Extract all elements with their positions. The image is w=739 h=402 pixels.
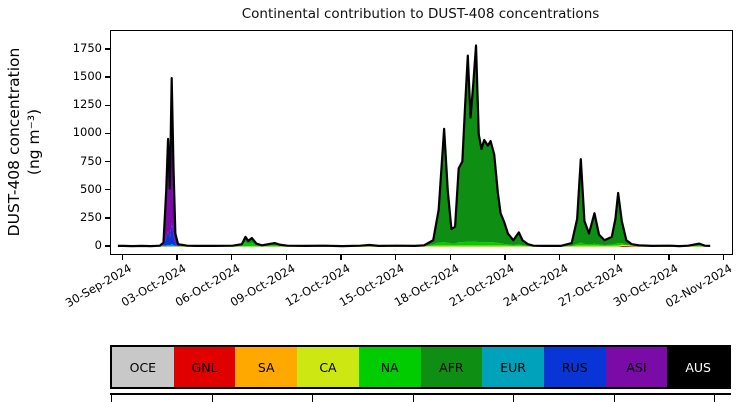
y-tick-label: 1250 <box>72 97 102 112</box>
x-tick <box>176 254 178 260</box>
y-tick <box>105 160 110 163</box>
continent-legend: OCE GNL SA CA NA AFR EUR RUS ASI AUS <box>110 345 731 389</box>
legend-item-aus: AUS <box>667 347 730 387</box>
y-tick <box>105 132 110 135</box>
y-tick <box>105 217 110 219</box>
y-axis-label: DUST-408 concentration (ng m⁻³) <box>4 0 46 287</box>
legend-item-oce: OCE <box>112 347 174 387</box>
legend-item-rus: RUS <box>543 347 606 387</box>
legend-label-asi: ASI <box>626 359 647 375</box>
legend-axis-tick <box>513 394 515 402</box>
y-tick <box>105 76 110 78</box>
legend-axis-tick <box>111 394 113 402</box>
legend-item-na: NA <box>358 347 421 387</box>
x-tick <box>668 254 670 260</box>
legend-item-sa: SA <box>235 347 298 387</box>
legend-item-gnl: GNL <box>173 347 236 387</box>
x-tick <box>449 254 452 260</box>
y-axis-label-line1: DUST-408 concentration <box>5 47 23 237</box>
legend-label-aus: AUS <box>685 359 711 375</box>
legend-axis-tick <box>714 394 716 402</box>
legend-label-oce: OCE <box>129 359 157 375</box>
y-tick-label: 1750 <box>72 41 102 56</box>
y-tick-label: 750 <box>80 153 102 168</box>
x-tick <box>723 254 725 260</box>
legend-label-na: NA <box>380 359 399 375</box>
x-tick <box>504 254 506 260</box>
x-tick <box>231 254 233 260</box>
total-outline <box>117 44 711 248</box>
y-tick <box>105 189 110 191</box>
legend-label-gnl: GNL <box>191 359 218 375</box>
stacked-area-plot <box>117 44 711 248</box>
y-tick <box>105 104 110 106</box>
y-tick <box>105 48 110 50</box>
y-tick-label: 500 <box>80 181 102 196</box>
legend-axis-tick <box>412 394 414 402</box>
legend-axis-tick <box>211 394 213 402</box>
x-tick <box>613 254 616 260</box>
legend-item-asi: ASI <box>605 347 668 387</box>
legend-axis-line <box>110 393 731 395</box>
legend-item-eur: EUR <box>482 347 544 387</box>
x-tick <box>340 254 342 260</box>
legend-item-afr: AFR <box>420 347 483 387</box>
x-tick <box>285 254 288 260</box>
x-tick <box>121 254 124 260</box>
legend-item-ca: CA <box>297 347 359 387</box>
legend-label-ca: CA <box>319 359 337 375</box>
y-tick <box>105 245 110 247</box>
legend-label-rus: RUS <box>561 359 588 375</box>
x-tick <box>559 254 561 260</box>
chart-title: Continental contribution to DUST-408 con… <box>241 6 600 22</box>
legend-axis-tick <box>613 394 615 402</box>
x-tick <box>395 254 397 260</box>
y-tick-label: 1000 <box>72 125 102 140</box>
legend-label-eur: EUR <box>500 359 526 375</box>
y-axis-label-line2: (ng m⁻³) <box>25 108 43 176</box>
legend-axis-tick <box>312 394 314 402</box>
y-tick-label: 0 <box>94 238 102 253</box>
legend-label-afr: AFR <box>439 359 464 375</box>
y-tick-label: 250 <box>80 209 102 224</box>
y-tick-label: 1500 <box>72 69 102 84</box>
legend-label-sa: SA <box>257 359 275 375</box>
plot-area <box>110 30 733 255</box>
